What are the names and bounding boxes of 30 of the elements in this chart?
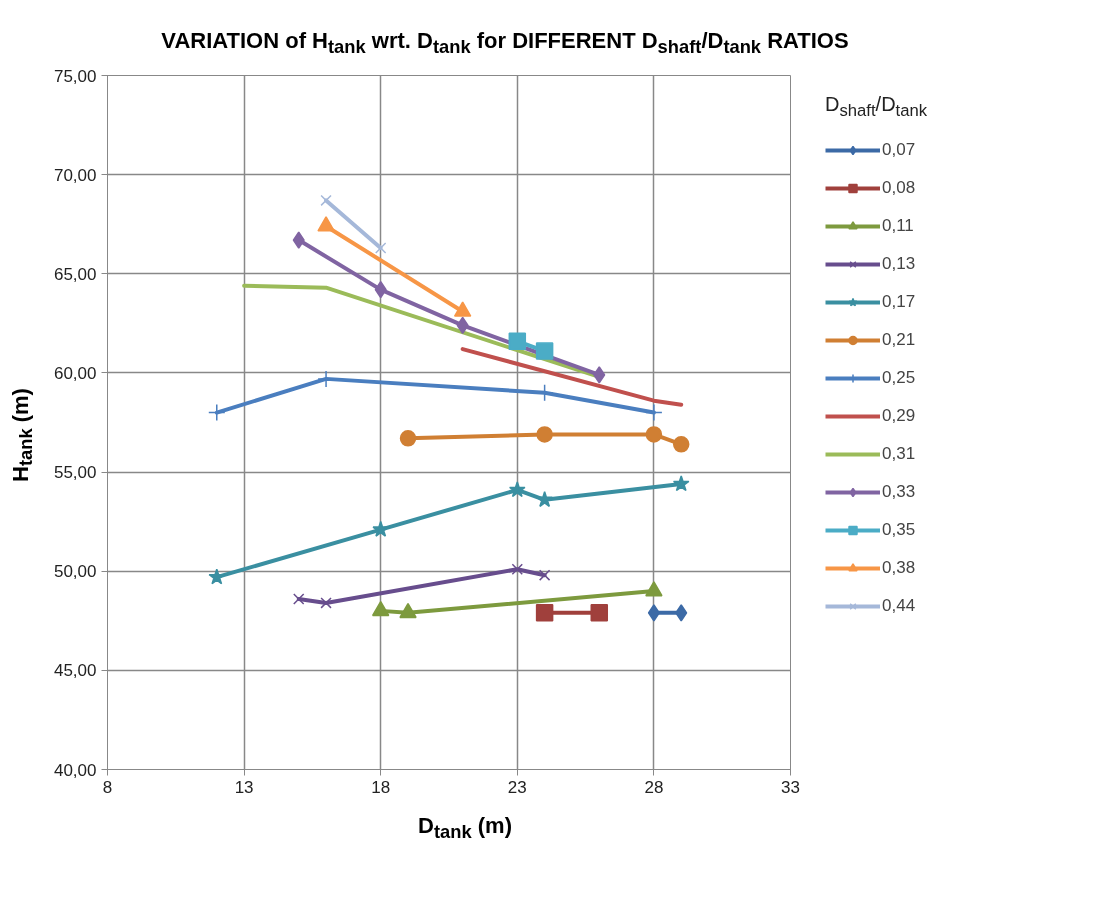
x-tick-label: 18 — [371, 777, 391, 797]
x-tick-label: 13 — [234, 777, 254, 797]
x-tick-label: 8 — [102, 777, 113, 797]
legend-label: 0,21 — [882, 330, 916, 350]
y-tick-label: 60,00 — [53, 363, 97, 383]
y-tick-label: 55,00 — [53, 463, 97, 483]
legend-label: 0,17 — [882, 292, 916, 312]
legend-label: 0,13 — [882, 254, 916, 274]
y-tick-label: 40,00 — [53, 760, 97, 780]
legend-label: 0,31 — [882, 444, 916, 464]
legend-label: 0,11 — [882, 216, 914, 236]
x-tick-label: 28 — [644, 777, 664, 797]
legend-label: 0,44 — [882, 596, 916, 616]
x-tick-label: 23 — [507, 777, 527, 797]
y-tick-label: 65,00 — [53, 264, 97, 284]
legend-label: 0,07 — [882, 140, 916, 160]
y-tick-label: 70,00 — [53, 165, 97, 185]
legend-label: 0,35 — [882, 520, 916, 540]
x-axis-title: D$_{tank}$ (m) — [418, 812, 512, 845]
legend-label: 0,38 — [882, 558, 916, 578]
chart-title: VARIATION of H$_{tank}$ wrt. D$_{tank}$ for DIFFERENT D$_{shaft}$/D$_{tank}$ RATIOS — [161, 28, 849, 58]
y-tick-label: 75,00 — [53, 66, 97, 86]
x-tick-label: 33 — [781, 777, 800, 797]
legend-label: 0,08 — [882, 178, 916, 198]
y-tick-label: 45,00 — [53, 661, 97, 681]
y-tick-label: 50,00 — [53, 562, 97, 582]
legend-label: 0,29 — [882, 406, 916, 426]
legend-label: 0,25 — [882, 368, 916, 388]
legend-label: 0,33 — [882, 482, 916, 502]
legend-title: D$_{shaft}$/D$_{tank}$ — [825, 92, 928, 122]
